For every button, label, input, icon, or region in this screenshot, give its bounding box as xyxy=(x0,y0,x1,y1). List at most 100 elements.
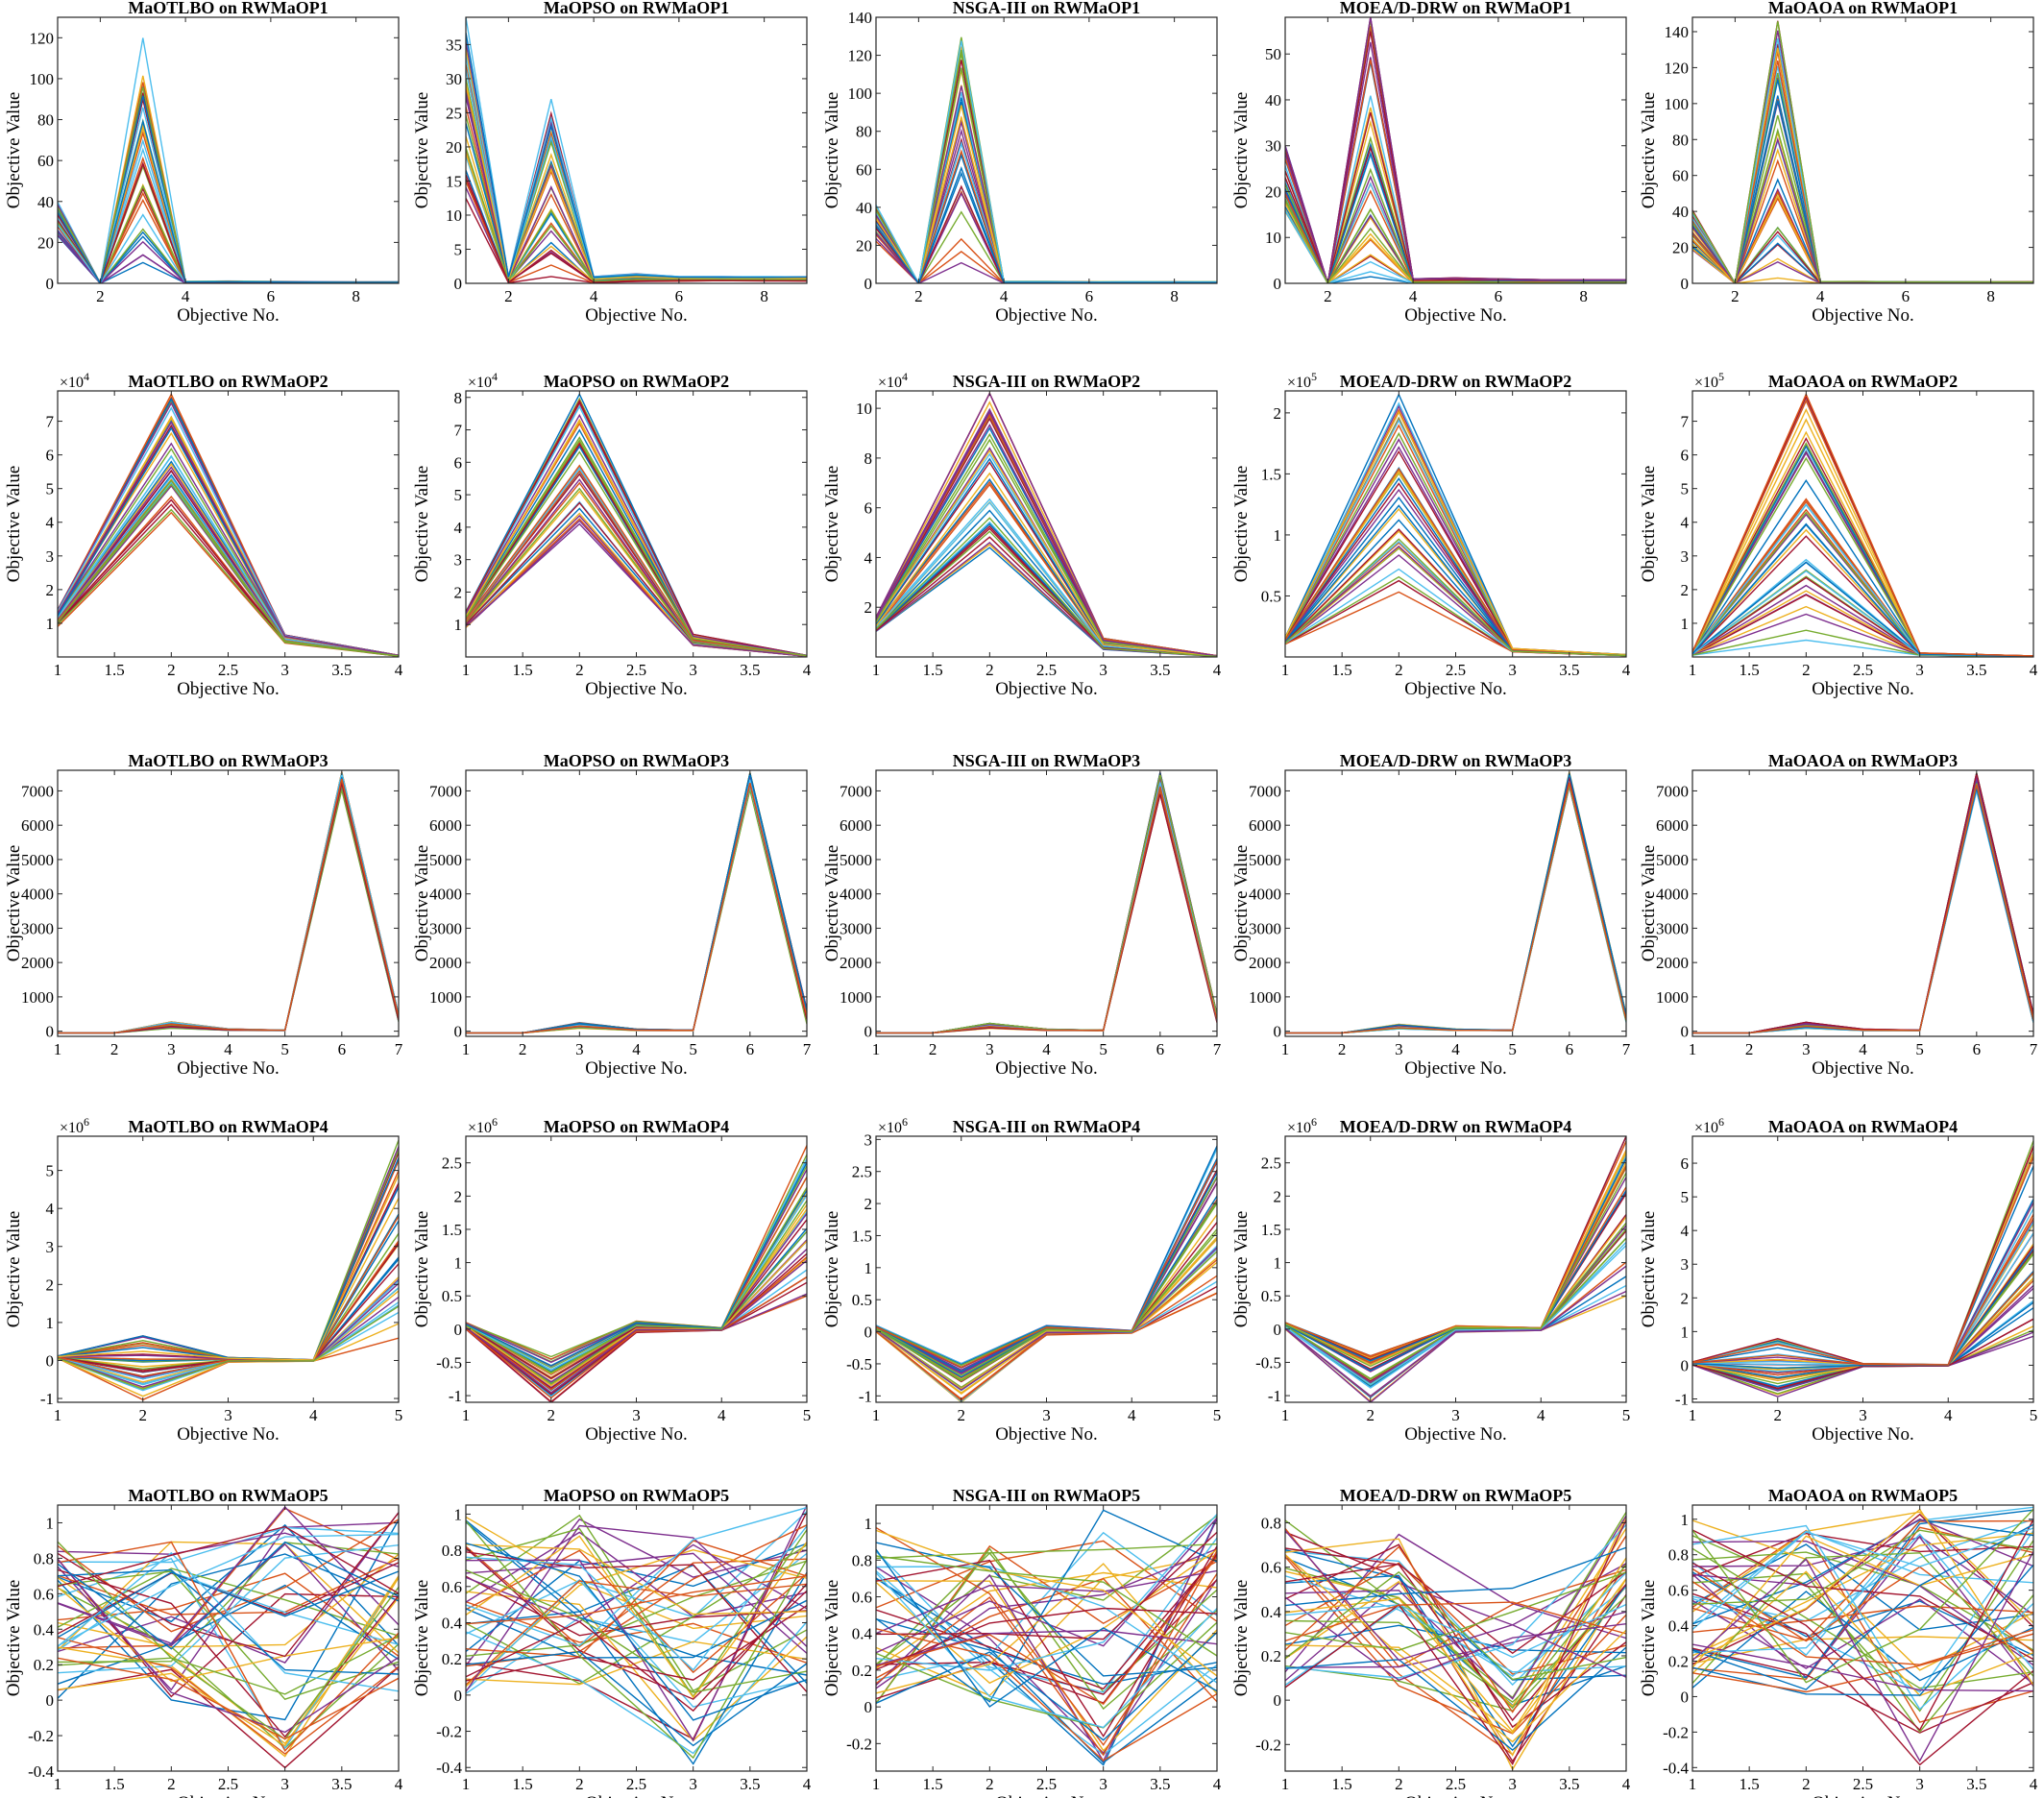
x-tick-label: 2.5 xyxy=(1853,661,1873,679)
series-line xyxy=(876,452,1217,657)
subplot-title: MaOPSO on RWMaOP4 xyxy=(544,1117,729,1136)
y-tick-label: 1 xyxy=(1681,615,1690,633)
x-tick-label: 4 xyxy=(1622,1775,1631,1793)
y-tick-label: 0 xyxy=(46,275,55,293)
y-tick-label: 0 xyxy=(864,1023,873,1041)
series-line xyxy=(876,782,1217,1034)
subplot-2-3: 1 1.5 2 2.5 3 3.5 4 2 4 6 8 10 ×104 NSGA-III on RWMaO… xyxy=(822,370,1222,699)
axis-multiplier: ×106 xyxy=(1694,1115,1724,1136)
series-lines xyxy=(1692,1140,2033,1397)
subplot-title: MaOTLBO on RWMaOP5 xyxy=(128,1486,328,1505)
axis-multiplier: ×106 xyxy=(60,1115,89,1136)
series-line xyxy=(1285,1524,1626,1679)
x-axis-label: Objective No. xyxy=(585,305,688,326)
y-axis-label: Objective Value xyxy=(1639,1211,1659,1328)
subplot-title: MaOAOA on RWMaOP5 xyxy=(1768,1486,1958,1505)
x-tick-label: 2.5 xyxy=(1446,661,1466,679)
series-line xyxy=(58,790,399,1034)
x-tick-label: 3 xyxy=(1915,661,1924,679)
y-tick-label: 6 xyxy=(454,453,463,472)
series-line xyxy=(1692,784,2033,1034)
x-tick-label: 2 xyxy=(167,1775,176,1793)
series-line xyxy=(58,781,399,1034)
y-tick-label: 0.8 xyxy=(34,1549,54,1567)
y-tick-label: 4 xyxy=(1681,1222,1690,1240)
axes-box xyxy=(1691,16,2034,284)
series-line xyxy=(1285,781,1626,1034)
series-line xyxy=(1285,1571,1626,1651)
series-line xyxy=(58,1571,399,1651)
y-tick-label: 0.8 xyxy=(442,1542,462,1560)
x-tick-label: 1.5 xyxy=(513,661,533,679)
x-tick-label: 1 xyxy=(1281,1775,1290,1793)
series-lines xyxy=(466,17,807,283)
x-tick-label: 4 xyxy=(803,661,812,679)
series-line xyxy=(58,1637,399,1755)
y-axis-label: Objective Value xyxy=(822,466,842,583)
series-line xyxy=(876,783,1217,1034)
series-line xyxy=(58,1657,399,1740)
y-tick-label: 3000 xyxy=(840,919,872,937)
series-line xyxy=(466,1605,807,1682)
y-tick-label: 1 xyxy=(454,1505,463,1523)
series-line xyxy=(58,1635,399,1695)
y-tick-label: 1000 xyxy=(1656,988,1689,1007)
series-line xyxy=(876,790,1217,1034)
series-line xyxy=(1692,1513,2033,1665)
y-tick-label: 0.5 xyxy=(1261,1287,1281,1305)
x-tick-label: 2 xyxy=(139,1406,148,1424)
series-line xyxy=(1692,1647,2033,1734)
y-tick-label: 2 xyxy=(46,1276,55,1294)
series-line xyxy=(876,1514,1217,1671)
series-lines xyxy=(58,37,399,283)
series-line xyxy=(1285,1186,1626,1371)
series-line xyxy=(876,1543,1217,1560)
series-line xyxy=(58,783,399,1034)
y-tick-label: 80 xyxy=(1672,131,1689,149)
series-line xyxy=(466,1219,807,1380)
y-tick-label: 7000 xyxy=(1249,782,1281,800)
y-tick-label: 20 xyxy=(37,233,54,252)
y-tick-label: 120 xyxy=(1665,59,1690,77)
x-tick-label: 4 xyxy=(632,1040,641,1058)
x-tick-label: 3 xyxy=(1915,1775,1924,1793)
series-line xyxy=(466,777,807,1034)
y-axis-label: Objective Value xyxy=(1231,92,1252,209)
x-tick-label: 2 xyxy=(1802,1775,1811,1793)
x-tick-label: 5 xyxy=(803,1406,812,1424)
x-tick-label: 2 xyxy=(110,1040,119,1058)
x-tick-label: 3 xyxy=(575,1040,584,1058)
y-tick-label: 3 xyxy=(454,551,463,570)
y-tick-label: 6000 xyxy=(1249,816,1281,835)
subplot-title: MaOTLBO on RWMaOP2 xyxy=(128,372,328,391)
series-line xyxy=(58,1553,399,1699)
series-line xyxy=(466,1276,807,1399)
axis-multiplier: ×104 xyxy=(60,370,89,391)
series-line xyxy=(1285,1245,1626,1386)
x-tick-label: 5 xyxy=(2030,1406,2038,1424)
series-line xyxy=(876,472,1217,657)
y-tick-label: 6 xyxy=(1681,1154,1690,1173)
series-line xyxy=(466,1525,807,1671)
y-tick-label: 120 xyxy=(30,29,55,47)
series-line xyxy=(876,1580,1217,1752)
x-tick-label: 4 xyxy=(1451,1040,1460,1058)
y-tick-label: 1 xyxy=(46,615,55,633)
y-tick-label: 0 xyxy=(1274,1691,1282,1710)
series-line xyxy=(1692,399,2033,657)
x-tick-label: 4 xyxy=(395,661,403,679)
y-tick-label: 10 xyxy=(856,400,872,418)
x-tick-label: 4 xyxy=(1859,1040,1867,1058)
y-tick-label: 6 xyxy=(46,447,55,465)
y-axis-label: Objective Value xyxy=(412,92,432,209)
subplot-title: MOEA/D-DRW on RWMaOP5 xyxy=(1340,1486,1571,1505)
y-tick-label: 4000 xyxy=(1249,886,1281,904)
y-tick-label: 3 xyxy=(46,547,55,566)
series-line xyxy=(1285,1575,1626,1673)
series-line xyxy=(1285,785,1626,1034)
axis-multiplier: ×104 xyxy=(878,370,908,391)
series-line xyxy=(466,785,807,1034)
x-tick-label: 3 xyxy=(167,1040,176,1058)
series-line xyxy=(466,1560,807,1657)
y-tick-label: 0.4 xyxy=(442,1614,463,1632)
